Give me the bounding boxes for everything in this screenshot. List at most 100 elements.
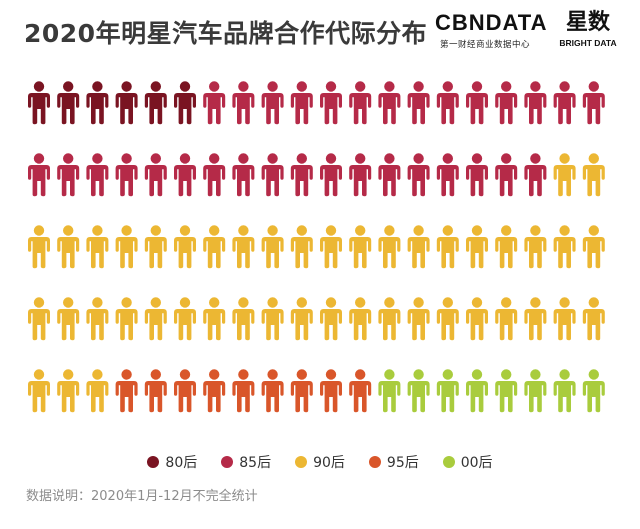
legend-swatch <box>221 456 234 468</box>
person-icon <box>320 369 342 413</box>
person-icon <box>436 225 459 269</box>
person-icon <box>582 369 605 413</box>
person-icon <box>203 225 226 269</box>
legend-item: 80后 <box>147 452 197 472</box>
person-icon <box>28 153 50 197</box>
person-icon <box>144 81 167 125</box>
person-icon <box>203 153 226 197</box>
legend-label: 00后 <box>460 455 493 471</box>
person-icon <box>524 81 547 125</box>
person-icon <box>349 297 372 341</box>
legend-label: 95后 <box>386 455 419 471</box>
cbndata-logo: CBNDATA 第一财经商业数据中心 <box>435 10 548 50</box>
person-icon <box>495 297 518 341</box>
person-icon <box>407 153 430 197</box>
pictogram-chart <box>28 81 605 413</box>
person-icon <box>524 297 547 341</box>
person-icon <box>524 153 547 197</box>
person-icon <box>144 297 167 341</box>
legend-swatch <box>147 456 160 468</box>
person-icon <box>466 297 488 341</box>
person-icon <box>349 153 372 197</box>
person-icon <box>495 225 518 269</box>
person-icon <box>232 153 255 197</box>
person-icon <box>232 369 255 413</box>
person-icon <box>203 81 226 125</box>
person-icon <box>57 153 80 197</box>
person-icon <box>115 369 138 413</box>
person-icon <box>495 369 518 413</box>
xingshu-logo-text: 星数 <box>565 10 610 35</box>
xingshu-subtitle: BRIGHT DATA <box>559 38 617 48</box>
person-icon <box>86 369 109 413</box>
person-icon <box>57 369 80 413</box>
person-icon <box>524 369 547 413</box>
person-icon <box>57 225 80 269</box>
person-icon <box>436 153 459 197</box>
person-icon <box>378 297 401 341</box>
person-icon <box>407 369 430 413</box>
person-icon <box>261 153 284 197</box>
person-icon <box>553 369 576 413</box>
person-icon <box>495 153 518 197</box>
person-icon <box>174 369 196 413</box>
person-icon <box>524 225 547 269</box>
person-icon <box>232 81 255 125</box>
person-icon <box>495 81 518 125</box>
person-icon <box>57 297 80 341</box>
person-icon <box>320 81 342 125</box>
person-icon <box>466 225 488 269</box>
legend-label: 80后 <box>165 455 198 471</box>
person-icon <box>466 369 488 413</box>
person-icon <box>466 81 488 125</box>
person-icon <box>261 369 284 413</box>
xingshu-logo: 星数 BRIGHT DATA <box>552 10 624 48</box>
person-icon <box>174 225 196 269</box>
person-icon <box>553 153 576 197</box>
person-icon <box>582 225 605 269</box>
person-icon <box>407 297 430 341</box>
person-icon <box>466 153 488 197</box>
legend-item: 00后 <box>442 452 493 472</box>
cbndata-logo-text: CBNDATA <box>435 10 548 35</box>
cbndata-subtitle: 第一财经商业数据中心 <box>439 40 530 50</box>
person-icon <box>378 225 401 269</box>
person-icon <box>290 225 313 269</box>
person-icon <box>407 225 430 269</box>
person-icon <box>290 297 313 341</box>
legend-label: 90后 <box>313 455 345 471</box>
person-icon <box>553 81 576 125</box>
person-icon <box>86 297 109 341</box>
person-icon <box>261 225 284 269</box>
person-icon <box>407 81 430 125</box>
person-icon <box>115 225 138 269</box>
person-icon <box>57 81 80 125</box>
person-icon <box>174 81 196 125</box>
person-icon <box>86 153 109 197</box>
person-icon <box>553 225 576 269</box>
person-icon <box>115 81 138 125</box>
legend-label: 85后 <box>239 455 272 471</box>
person-icon <box>349 225 372 269</box>
data-note: 数据说明：2020年1月-12月不完全统计 <box>26 489 258 504</box>
person-icon <box>144 153 167 197</box>
person-icon <box>378 81 401 125</box>
person-icon <box>28 297 50 341</box>
person-icon <box>261 81 284 125</box>
person-icon <box>349 369 372 413</box>
person-icon <box>436 369 459 413</box>
person-icon <box>28 81 50 125</box>
person-icon <box>261 297 284 341</box>
chart-title: 2020年明星汽车品牌合作代际分布 <box>24 19 428 48</box>
person-icon <box>115 297 138 341</box>
legend-swatch <box>368 456 381 468</box>
person-icon <box>378 369 401 413</box>
person-icon <box>203 297 226 341</box>
person-icon <box>320 225 342 269</box>
person-icon <box>320 297 342 341</box>
person-icon <box>144 225 167 269</box>
person-icon <box>86 81 109 125</box>
person-icon <box>349 81 372 125</box>
chart-legend: 80后 85后 90后 95后 00后 <box>0 452 640 472</box>
person-icon <box>28 369 50 413</box>
